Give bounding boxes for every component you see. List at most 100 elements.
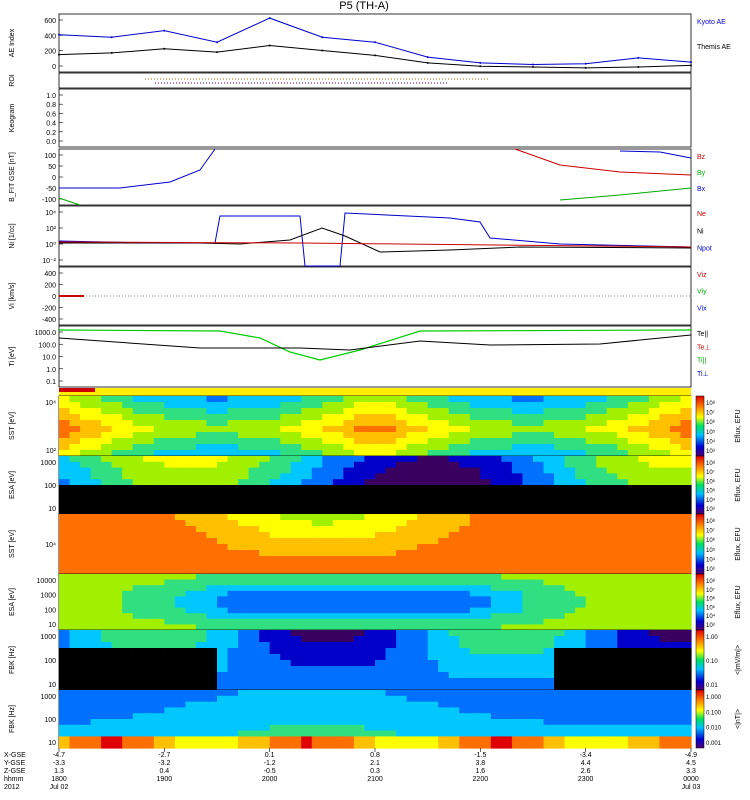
spectrogram-cell — [322, 613, 334, 620]
spectrogram-cell — [364, 496, 376, 503]
spectrogram-cell — [195, 602, 208, 609]
spectrogram-cell — [353, 461, 366, 469]
spectrogram-cell — [332, 672, 344, 679]
spectrogram-cell — [322, 701, 334, 708]
spectrogram-cell — [174, 684, 186, 691]
spectrogram-cell — [375, 485, 387, 492]
spectrogram-cell — [375, 730, 387, 737]
spectrogram-cell — [206, 613, 218, 620]
spectrogram-cell — [627, 684, 639, 691]
spectrogram-cell — [406, 736, 418, 743]
spectrogram-cell — [585, 654, 597, 661]
spectrogram-cell — [638, 550, 650, 557]
spectrogram-cell — [174, 590, 186, 597]
spectrogram-cell — [122, 707, 134, 714]
spectrogram-cell — [501, 538, 513, 545]
spectrogram-cell — [248, 456, 260, 463]
spectrogram-cell — [132, 730, 144, 737]
spectrogram-cell — [438, 574, 450, 581]
spectrogram-cell — [564, 479, 576, 486]
spectrogram-cell — [269, 438, 281, 445]
spectrogram-cell — [290, 602, 302, 609]
spectrogram-cell — [248, 532, 260, 539]
spectrogram-cell — [343, 438, 355, 445]
spectrogram-cell — [195, 450, 208, 457]
spectrogram-cell — [501, 648, 513, 655]
spectrogram-cell — [585, 538, 597, 545]
spectrogram-cell — [564, 678, 576, 685]
spectrogram-cell — [290, 701, 302, 708]
spectrogram-cell — [269, 514, 281, 521]
spectrogram-cell — [80, 490, 92, 498]
spectrogram-cell — [343, 479, 355, 486]
spectrogram-cell — [322, 730, 334, 737]
spectrogram-cell — [59, 461, 71, 469]
spectrogram-cell — [280, 408, 292, 415]
spectrogram-cell — [522, 684, 534, 691]
spectrogram-cell — [469, 695, 481, 703]
spectrogram-cell — [332, 426, 344, 433]
spectrogram-cell — [469, 396, 481, 403]
spectrogram-cell — [396, 562, 408, 569]
spectrogram-cell — [206, 408, 218, 415]
spectrogram-cell — [259, 684, 271, 691]
spectrogram-cell — [227, 695, 239, 703]
spectrogram-cell — [511, 556, 524, 563]
spectrogram-cell — [301, 538, 313, 545]
spectrogram-cell — [469, 672, 481, 679]
spectrogram-cell — [217, 438, 229, 445]
spectrogram-cell — [385, 742, 397, 749]
spectrogram-cell — [322, 520, 334, 527]
spectrogram-cell — [364, 707, 376, 714]
spectrogram-cell — [364, 701, 376, 708]
spectrogram-cell — [90, 508, 102, 515]
spectrogram-cell — [469, 508, 481, 515]
spectrogram-cell — [459, 556, 471, 563]
spectrogram-cell — [80, 719, 92, 726]
axis-row-label: Z-GSE — [4, 768, 26, 775]
spectrogram-cell — [322, 624, 334, 631]
spectrogram-cell — [659, 402, 671, 409]
spectrogram-cell — [480, 490, 492, 498]
spectrogram-cell — [322, 568, 334, 575]
spectrogram-cell — [248, 556, 260, 563]
spectrogram-cell — [490, 490, 502, 498]
spectrogram-cell — [174, 742, 186, 749]
series-point — [479, 65, 482, 68]
spectrogram-cell — [564, 590, 576, 597]
spectrogram-cell — [522, 742, 534, 749]
spectrogram-cell — [153, 630, 165, 637]
spectrogram-cell — [427, 532, 439, 539]
spectrogram-cell — [617, 450, 629, 457]
spectrogram-cell — [606, 414, 618, 421]
spectrogram-cell — [459, 636, 471, 643]
spectrogram-cell — [554, 695, 566, 703]
spectrogram-cell — [385, 730, 397, 737]
spectrogram-cell — [227, 724, 239, 732]
spectrogram-cell — [459, 508, 471, 515]
spectrogram-cell — [480, 514, 492, 521]
spectrogram-cell — [280, 496, 292, 503]
ytick-label: 100 — [44, 717, 56, 724]
spectrogram-cell — [153, 574, 165, 581]
spectrogram-cell — [206, 568, 218, 575]
spectrogram-cell — [659, 520, 671, 527]
spectrogram-cell — [69, 695, 81, 703]
spectrogram-cell — [206, 736, 218, 743]
spectrogram-cell — [174, 408, 186, 415]
spectrogram-cell — [111, 613, 123, 620]
spectrogram-cell — [596, 613, 608, 620]
spectrogram-cell — [248, 550, 260, 557]
spectrogram-cell — [501, 602, 513, 609]
spectrogram-cell — [343, 618, 355, 625]
colorbar-tick: 10⁶ — [706, 596, 716, 603]
spectrogram-cell — [606, 648, 618, 655]
spectrogram-cell — [153, 490, 165, 498]
spectrogram-cell — [585, 467, 597, 474]
spectrogram-cell — [185, 544, 197, 551]
spectrogram-cell — [153, 456, 165, 463]
spectrogram-cell — [406, 426, 418, 433]
spectrogram-cell — [269, 532, 281, 539]
spectrogram-cell — [427, 556, 439, 563]
spectrogram-cell — [575, 467, 587, 474]
